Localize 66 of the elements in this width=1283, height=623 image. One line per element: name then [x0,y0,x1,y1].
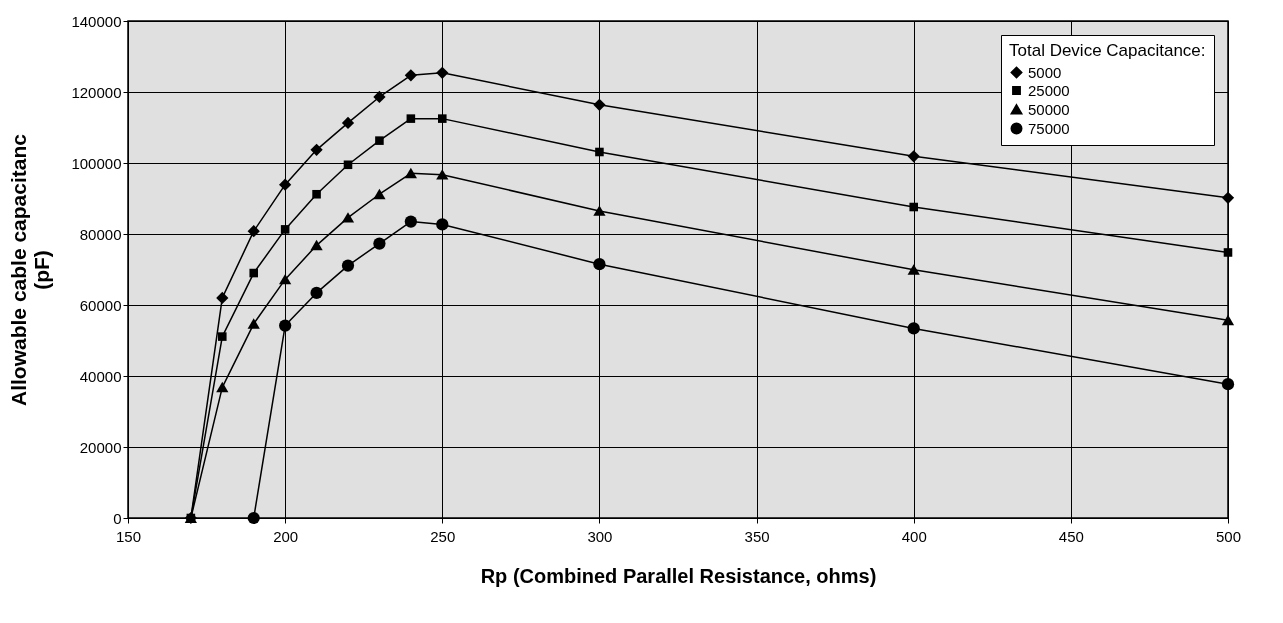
point [909,202,918,212]
y-tick-label: 40000 [79,367,122,385]
point [1223,248,1233,257]
point [438,114,447,123]
x-tick-label: 250 [430,527,456,545]
point [406,114,416,123]
point [216,291,229,305]
point [341,212,355,223]
point [595,147,604,157]
point [907,150,920,163]
legend-label: 75000 [1028,119,1070,137]
x-tick-label: 500 [1215,527,1242,545]
point [436,169,449,180]
point [310,143,323,156]
point [343,160,353,170]
point [593,205,606,216]
x-tick-label: 200 [273,527,299,545]
point [436,66,449,79]
legend-label: 25000 [1028,81,1070,99]
point [341,116,355,130]
y-tick-label: 100000 [71,154,122,172]
point [218,332,227,341]
legend-label: 50000 [1028,100,1070,118]
y-axis-title: Allowable cable capacitanc (pF) [7,133,54,406]
point [373,90,386,104]
x-tick-label: 150 [115,527,142,545]
y-tick-label: 20000 [79,438,122,456]
point [593,98,606,111]
y-tick-label: 120000 [71,83,122,101]
point [907,322,920,335]
point [436,218,449,231]
point [1221,314,1235,326]
y-tick-label: 0 [113,509,122,527]
point [593,258,606,271]
point [310,286,323,300]
point [375,136,384,145]
point [279,273,292,285]
x-tick-label: 350 [744,527,770,545]
point [1221,191,1235,204]
y-tick-label: 140000 [71,12,122,30]
point [247,511,260,525]
legend-title: Total Device Capacitance: [1009,41,1206,60]
point [280,225,290,234]
point [907,264,920,275]
legend-label: 5000 [1028,63,1062,81]
point [373,188,386,200]
x-tick-label: 300 [587,527,613,545]
x-tick-label: 400 [901,527,927,545]
y-tick-label: 60000 [79,296,122,314]
point [279,319,292,332]
point [1221,378,1235,391]
point [279,178,292,191]
point [404,167,417,179]
x-axis-title: Rp (Combined Parallel Resistance, ohms) [480,564,877,587]
point [247,318,260,329]
point [373,237,386,250]
point [341,259,355,272]
point [310,239,323,251]
x-tick-label: 450 [1058,527,1084,545]
point [216,381,229,393]
point [247,225,260,238]
point [404,69,417,82]
point [404,215,417,228]
point [249,268,258,278]
point [312,189,321,199]
y-tick-label: 80000 [79,225,122,243]
